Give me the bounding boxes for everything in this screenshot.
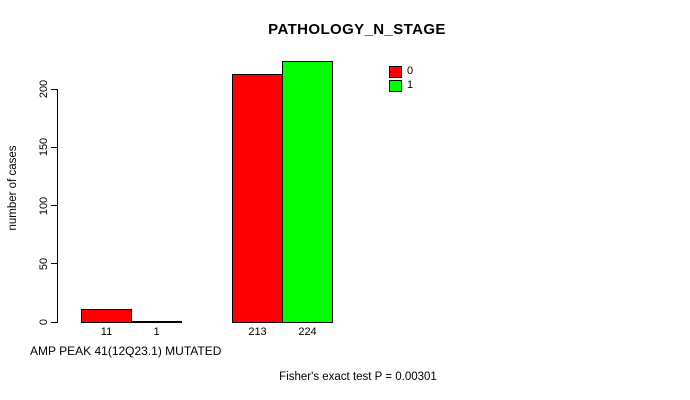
bar-value-label: 11 <box>100 326 113 338</box>
y-tick-mark <box>51 263 57 265</box>
legend-label: 0 <box>407 65 414 77</box>
y-tick-mark <box>51 205 57 207</box>
y-tick-label: 50 <box>38 257 50 270</box>
y-axis-label: number of cases <box>7 145 19 231</box>
legend-swatch-icon <box>389 79 402 92</box>
y-axis-line <box>57 89 58 323</box>
x-axis-label: AMP PEAK 41(12Q23.1) MUTATED <box>30 344 222 358</box>
bar-value-label: 213 <box>248 326 267 338</box>
legend-swatch-icon <box>389 65 402 78</box>
chart-title: PATHOLOGY_N_STAGE <box>268 21 446 38</box>
y-tick-label: 150 <box>38 138 50 157</box>
fisher-test-annotation: Fisher's exact test P = 0.00301 <box>279 371 437 383</box>
bar-series-1-group-1 <box>131 321 182 323</box>
bar-value-label: 1 <box>153 326 160 338</box>
y-tick-mark <box>51 321 57 323</box>
y-tick-label: 0 <box>38 318 50 326</box>
legend-entry-0: 0 <box>389 65 413 78</box>
bar-series-0-group-1 <box>81 309 132 323</box>
y-tick-label: 100 <box>38 196 50 215</box>
y-tick-mark <box>51 146 57 148</box>
legend-label: 1 <box>407 79 414 91</box>
bar-value-label: 224 <box>298 326 317 338</box>
bar-series-1-group-2 <box>282 61 333 323</box>
y-tick-mark <box>51 88 57 90</box>
y-tick-label: 200 <box>38 80 50 99</box>
bar-series-0-group-2 <box>232 74 283 323</box>
legend-entry-1: 1 <box>389 79 413 92</box>
